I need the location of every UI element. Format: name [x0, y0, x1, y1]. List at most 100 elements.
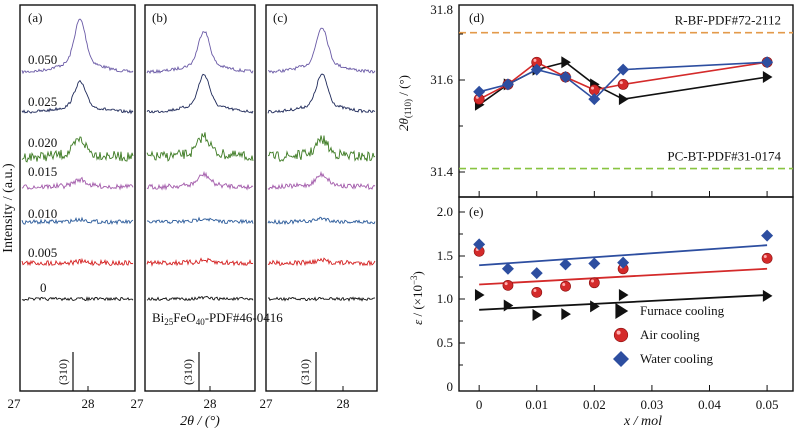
panel-d-point-2-0	[473, 85, 486, 98]
panel-e-point-2-1	[501, 262, 514, 275]
ref-text-prefix: Bi	[152, 310, 165, 325]
panel-d-point-2-6	[761, 56, 774, 69]
panel-e-point-2-0	[473, 238, 486, 251]
panel-b-frame	[144, 4, 256, 392]
x-tick-label-0: 0	[476, 397, 483, 412]
xrd-curve-0025-b	[146, 73, 254, 114]
panel-a-frame	[19, 4, 136, 392]
x-tick-label-5: 0.05	[756, 397, 779, 412]
panel-e-ytick-15: 1.5	[437, 248, 453, 263]
ref-line-label-0: R-BF-PDF#72-2112	[675, 13, 781, 28]
xrd-curve-0050-b	[146, 31, 254, 74]
panel-e-point-0-6	[762, 289, 773, 302]
peak-label-a: (310)	[56, 359, 70, 385]
panel-e-point-1-6	[761, 252, 773, 264]
panel-d-ylabel-unit: / (°)	[396, 75, 411, 99]
panel-e-point-0-2	[532, 309, 543, 322]
curve-label-0025: 0.025	[28, 94, 57, 109]
panel-d-point-2-5	[617, 63, 630, 76]
legend-label-2: Water cooling	[640, 351, 713, 366]
panel-d-yticks	[459, 33, 465, 173]
panel-e-ylabel-close: )	[410, 271, 425, 275]
panel-d-point-0-3	[561, 56, 571, 69]
curve-label-0050: 0.050	[28, 52, 57, 67]
panel-d-label: (d)	[469, 10, 484, 25]
legend-marker-2	[613, 351, 629, 367]
panel-e-point-1-4-highlight	[591, 279, 595, 283]
peak-label-b: (310)	[181, 359, 195, 385]
legend-marker-1-highlight	[616, 330, 621, 335]
panel-d-ytick-314: 31.4	[430, 164, 453, 179]
panel-d-point-1-5	[617, 78, 629, 90]
peak-label-c: (310)	[298, 359, 312, 385]
panel-e-fit-1	[479, 267, 768, 286]
xrd-curve-0020-b	[146, 132, 254, 162]
panel-e-point-1-1	[502, 279, 514, 291]
panel-e-point-1-4	[588, 277, 600, 289]
xtick-a-28: 28	[82, 396, 95, 411]
panel-d-point-1-2-highlight	[533, 58, 537, 62]
panel-e-point-0-5	[618, 288, 629, 301]
ref-sub2: 40	[196, 317, 206, 327]
panel-d-point-1-4-highlight	[591, 86, 595, 90]
legend-marker-1	[613, 327, 629, 343]
ref-sub1: 25	[164, 317, 174, 327]
xrd-xticks	[19, 386, 344, 391]
panel-d-point-0-5	[618, 93, 629, 106]
x-axis: 0 0.01 0.02 0.03 0.04 0.05	[476, 191, 779, 412]
panel-e-ylabel: ε / (×10−3)	[409, 271, 425, 325]
panel-d-point-2-2	[530, 63, 543, 76]
panel-b-label: (b)	[152, 10, 167, 25]
panel-e-ytick-00: 0	[447, 379, 454, 394]
panel-d-point-1-5-highlight	[619, 81, 623, 85]
curve-label-0015: 0.015	[28, 164, 57, 179]
xrd-curve-0010-a	[21, 216, 134, 226]
panel-e-plot	[473, 229, 774, 322]
panel-e-point-0-3	[561, 308, 571, 321]
panel-e-point-1-1-highlight	[504, 282, 508, 286]
xrd-curve-0025-c	[267, 73, 376, 114]
panel-e-point-1-6-highlight	[763, 255, 767, 259]
xrd-curve-0005-c	[267, 257, 376, 267]
panel-e-point-0-4	[590, 300, 600, 313]
xtick-b-28: 28	[204, 396, 217, 411]
panel-e-point-2-2	[530, 267, 543, 280]
ref-text-mid: FeO	[173, 310, 195, 325]
legend-label-0: Furnace cooling	[640, 303, 725, 318]
right-figure: (d) 31.4 31.6 31.8 2θ(110) / (°) R-BF-PD…	[396, 2, 794, 429]
xrd-curve-0050-a	[21, 18, 134, 75]
legend-label-1: Air cooling	[640, 327, 700, 342]
xrd-curve-0005-a	[21, 257, 134, 267]
xrd-curve-0015-b	[146, 170, 254, 191]
panel-e-point-1-2	[531, 286, 543, 298]
curve-label-0005: 0.005	[28, 245, 57, 260]
panel-d-point-2-4	[588, 93, 601, 106]
panel-d-ylabel-sub: (110)	[403, 99, 413, 118]
curve-label-0: 0	[40, 280, 47, 295]
panel-e-fit-0	[479, 294, 768, 311]
panel-e-point-2-6	[761, 229, 774, 242]
panel-a-label: (a)	[28, 10, 42, 25]
xrd-curve-0020-a	[21, 136, 134, 163]
legend: Furnace cooling Air cooling Water cooling	[613, 303, 725, 367]
curve-label-0010: 0.010	[28, 206, 57, 221]
x-tick-label-3: 0.03	[641, 397, 664, 412]
panel-e-point-1-3	[560, 280, 571, 292]
xrd-curve-0-a	[21, 296, 134, 302]
xtick-b-27: 27	[131, 396, 145, 411]
panel-e-point-2-4	[588, 257, 601, 270]
panel-d-plot: R-BF-PDF#72-2112 PC-BT-PDF#31-0174	[459, 13, 793, 170]
panel-e-ylabel-unit: / (×10	[410, 285, 425, 320]
x-tick-label-4: 0.04	[698, 397, 721, 412]
panel-d-point-2-1	[501, 78, 514, 91]
panel-e-ylabel-main: ε	[410, 319, 425, 325]
xrd-xlabel: 2θ / (°)	[180, 414, 220, 429]
xrd-curve-0005-b	[146, 257, 254, 267]
panel-e-point-2-3	[559, 258, 572, 271]
panel-e-point-0-1	[503, 299, 514, 312]
xrd-curve-0050-c	[267, 27, 376, 74]
panel-e-ytick-05: 0.5	[437, 335, 453, 350]
xtick-c-27: 27	[260, 396, 274, 411]
x-axis-label: x / mol	[623, 414, 662, 429]
